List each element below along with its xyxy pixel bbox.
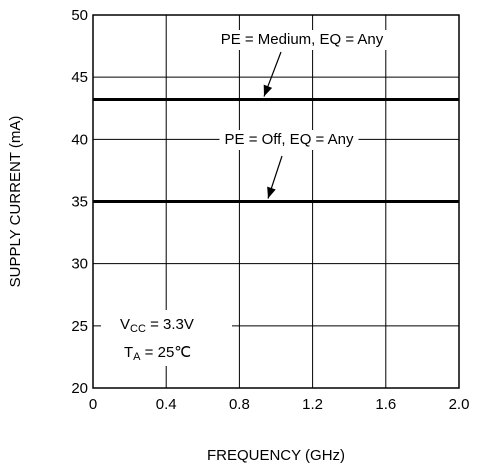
conditions-bg [101,310,232,366]
y-tick-label: 40 [71,131,88,148]
y-tick-label: 25 [71,318,88,335]
x-tick-label: 1.2 [302,396,323,413]
x-tick-label: 0 [89,396,97,413]
annotation-arrows [263,51,283,199]
x-tick-label: 1.6 [375,396,396,413]
y-tick-label: 50 [71,7,88,24]
arrow-head [263,84,273,97]
y-tick-label: 35 [71,194,88,211]
y-tick-label: 20 [71,380,88,397]
x-tick-label: 0.8 [229,396,250,413]
y-axis-label: SUPPLY CURRENT (mA) [7,116,24,288]
x-axis-label: FREQUENCY (GHz) [207,447,345,464]
x-tick-label: 2.0 [449,396,470,413]
arrow-head [267,186,276,199]
ta-annotation: TA = 25℃ [124,344,191,363]
tick-labels: 0 0.4 0.8 1.2 1.6 2.0 20 25 30 35 40 45 50 [71,7,469,413]
series-label-pe-off: PE = Off, EQ = Any [225,131,354,148]
y-tick-label: 45 [71,69,88,86]
vcc-annotation: VCC = 3.3V [120,316,194,335]
series-label-pe-medium: PE = Medium, EQ = Any [221,31,384,48]
series-label-bg-medium [215,30,389,50]
series-lines [93,98,459,203]
y-tick-label: 30 [71,256,88,273]
x-tick-label: 0.4 [156,396,177,413]
series-label-bg-off [219,130,359,150]
